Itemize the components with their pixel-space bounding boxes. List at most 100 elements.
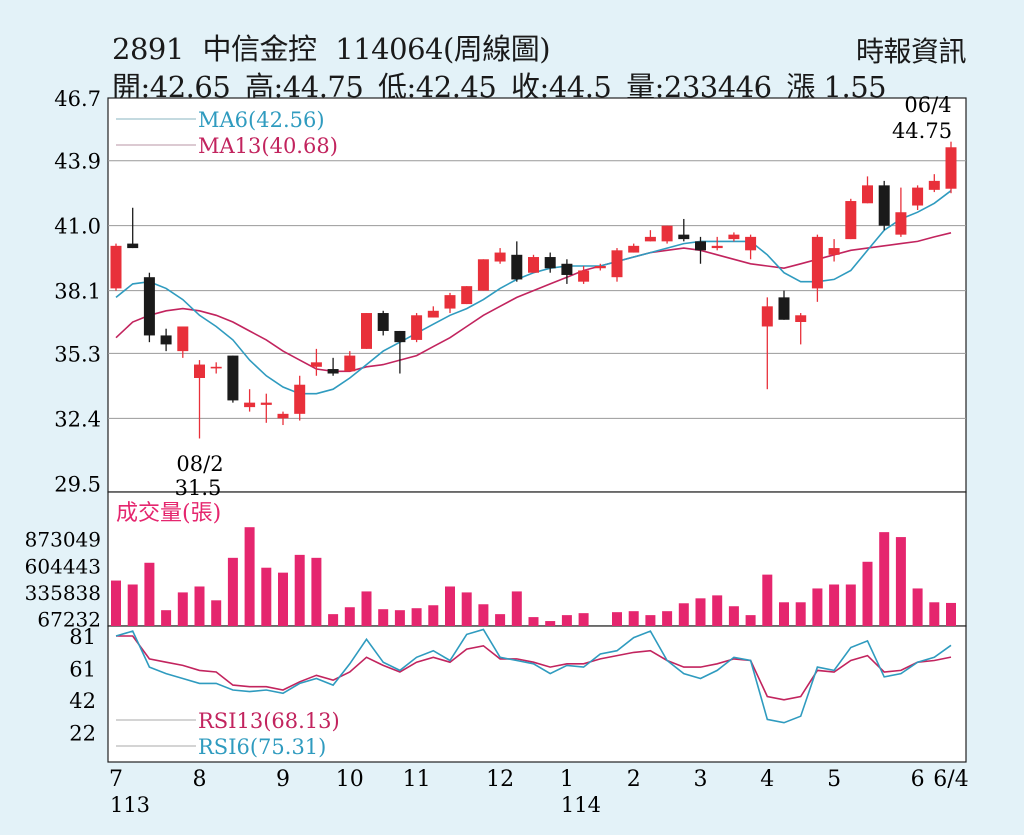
volume-bar (511, 591, 522, 626)
x-axis-month-label: 4 (760, 767, 774, 792)
low-annotation-value: 31.5 (175, 476, 222, 500)
volume-bar (177, 592, 188, 626)
candle-body (444, 295, 456, 309)
volume-bar (678, 603, 689, 626)
volume-bar (912, 588, 923, 626)
candle-body (594, 266, 606, 269)
candle-body (862, 185, 873, 204)
candle-body (227, 355, 239, 401)
volume-bar (895, 537, 906, 626)
x-axis-month-label: 3 (694, 767, 708, 792)
rsi-tick-label: 61 (69, 658, 96, 682)
candle-body (895, 212, 907, 235)
candle-body (661, 225, 673, 242)
price-legend-label: MA13(40.68) (198, 134, 338, 158)
candle-body (127, 243, 139, 249)
stock-name: 中信金控 (202, 32, 318, 66)
rsi-legend-label: RSI6(75.31) (198, 735, 326, 759)
price-tick-label: 43.9 (54, 150, 101, 174)
candle-body (461, 286, 473, 305)
candle-body (811, 236, 823, 289)
volume-bar (612, 612, 622, 626)
rsi-tick-label: 22 (69, 722, 96, 746)
volume-bar (144, 562, 155, 626)
volume-bar (645, 615, 656, 626)
candle-body (310, 362, 322, 367)
price-tick-label: 32.4 (54, 407, 101, 431)
price-tick-label: 38.1 (54, 280, 101, 304)
candle-body (277, 413, 289, 419)
volume-bar (745, 615, 756, 626)
volume-bar (545, 621, 556, 626)
volume-bar (127, 584, 138, 626)
rsi-tick-label: 42 (69, 689, 96, 713)
volume-bar (662, 611, 673, 626)
volume-bar (394, 610, 405, 626)
volume-bar (578, 613, 589, 626)
volume-bar (628, 611, 639, 626)
volume-tick-label: 67232 (37, 607, 101, 631)
candle-body (845, 201, 857, 240)
candle-body (477, 259, 489, 291)
volume-bar (845, 584, 856, 626)
price-panel (107, 97, 967, 493)
candle-body (678, 234, 690, 240)
high-annotation-value: 44.75 (892, 119, 952, 143)
rsi13-line (116, 635, 952, 701)
x-axis-month-label: 10 (336, 767, 364, 792)
rsi-legend-label: RSI13(68.13) (198, 709, 340, 733)
candle-body (194, 364, 205, 378)
x-axis-month-label: 9 (276, 767, 290, 792)
candle-body (628, 245, 640, 253)
volume-bar (194, 586, 205, 626)
candle-body (494, 252, 506, 262)
volume-bar (344, 607, 355, 626)
candle-body (878, 185, 890, 226)
candle-body (728, 234, 740, 240)
candle-body (644, 236, 656, 242)
candle-body (361, 313, 372, 349)
candle-body (394, 330, 406, 343)
candle-body (828, 248, 840, 255)
chart-title: 2891 中信金控 114064(周線圖) (112, 26, 560, 68)
volume-bar (227, 557, 238, 626)
volume-bar (211, 600, 222, 626)
candle-body (745, 236, 757, 251)
candle-body (511, 254, 523, 280)
volume-bar (428, 605, 439, 626)
price-tick-label: 29.5 (54, 472, 101, 496)
candle-body (110, 245, 122, 289)
candle-body (528, 257, 539, 273)
volume-bar (244, 527, 255, 626)
volume-bar (461, 592, 472, 626)
volume-bar (829, 584, 840, 626)
volume-bar (946, 602, 956, 626)
volume-bar (278, 572, 288, 626)
candle-body (695, 241, 706, 251)
price-tick-label: 46.7 (54, 87, 101, 111)
volume-bar (762, 574, 773, 626)
candle-body (928, 180, 940, 190)
volume-bar (779, 602, 789, 626)
x-axis-month-label: 7 (109, 767, 123, 792)
candle-body (143, 277, 155, 336)
volume-bar (728, 606, 739, 626)
candle-body (778, 297, 790, 320)
volume-bar (445, 586, 455, 626)
volume-bar (528, 617, 539, 626)
volume-bar (495, 614, 506, 626)
candle-body (327, 369, 339, 374)
volume-bar (294, 554, 305, 626)
x-axis-month-label: 8 (193, 767, 207, 792)
volume-bar (361, 591, 372, 626)
x-axis-month-label: 6 (911, 767, 925, 792)
ma13-line (115, 232, 952, 373)
x-axis-month-label: 5 (827, 767, 841, 792)
volume-bar (111, 580, 121, 626)
rsi-tick-label: 81 (69, 625, 96, 649)
x-axis-month-label: 2 (627, 767, 641, 792)
candle-body (544, 257, 556, 269)
volume-bar (929, 602, 940, 626)
